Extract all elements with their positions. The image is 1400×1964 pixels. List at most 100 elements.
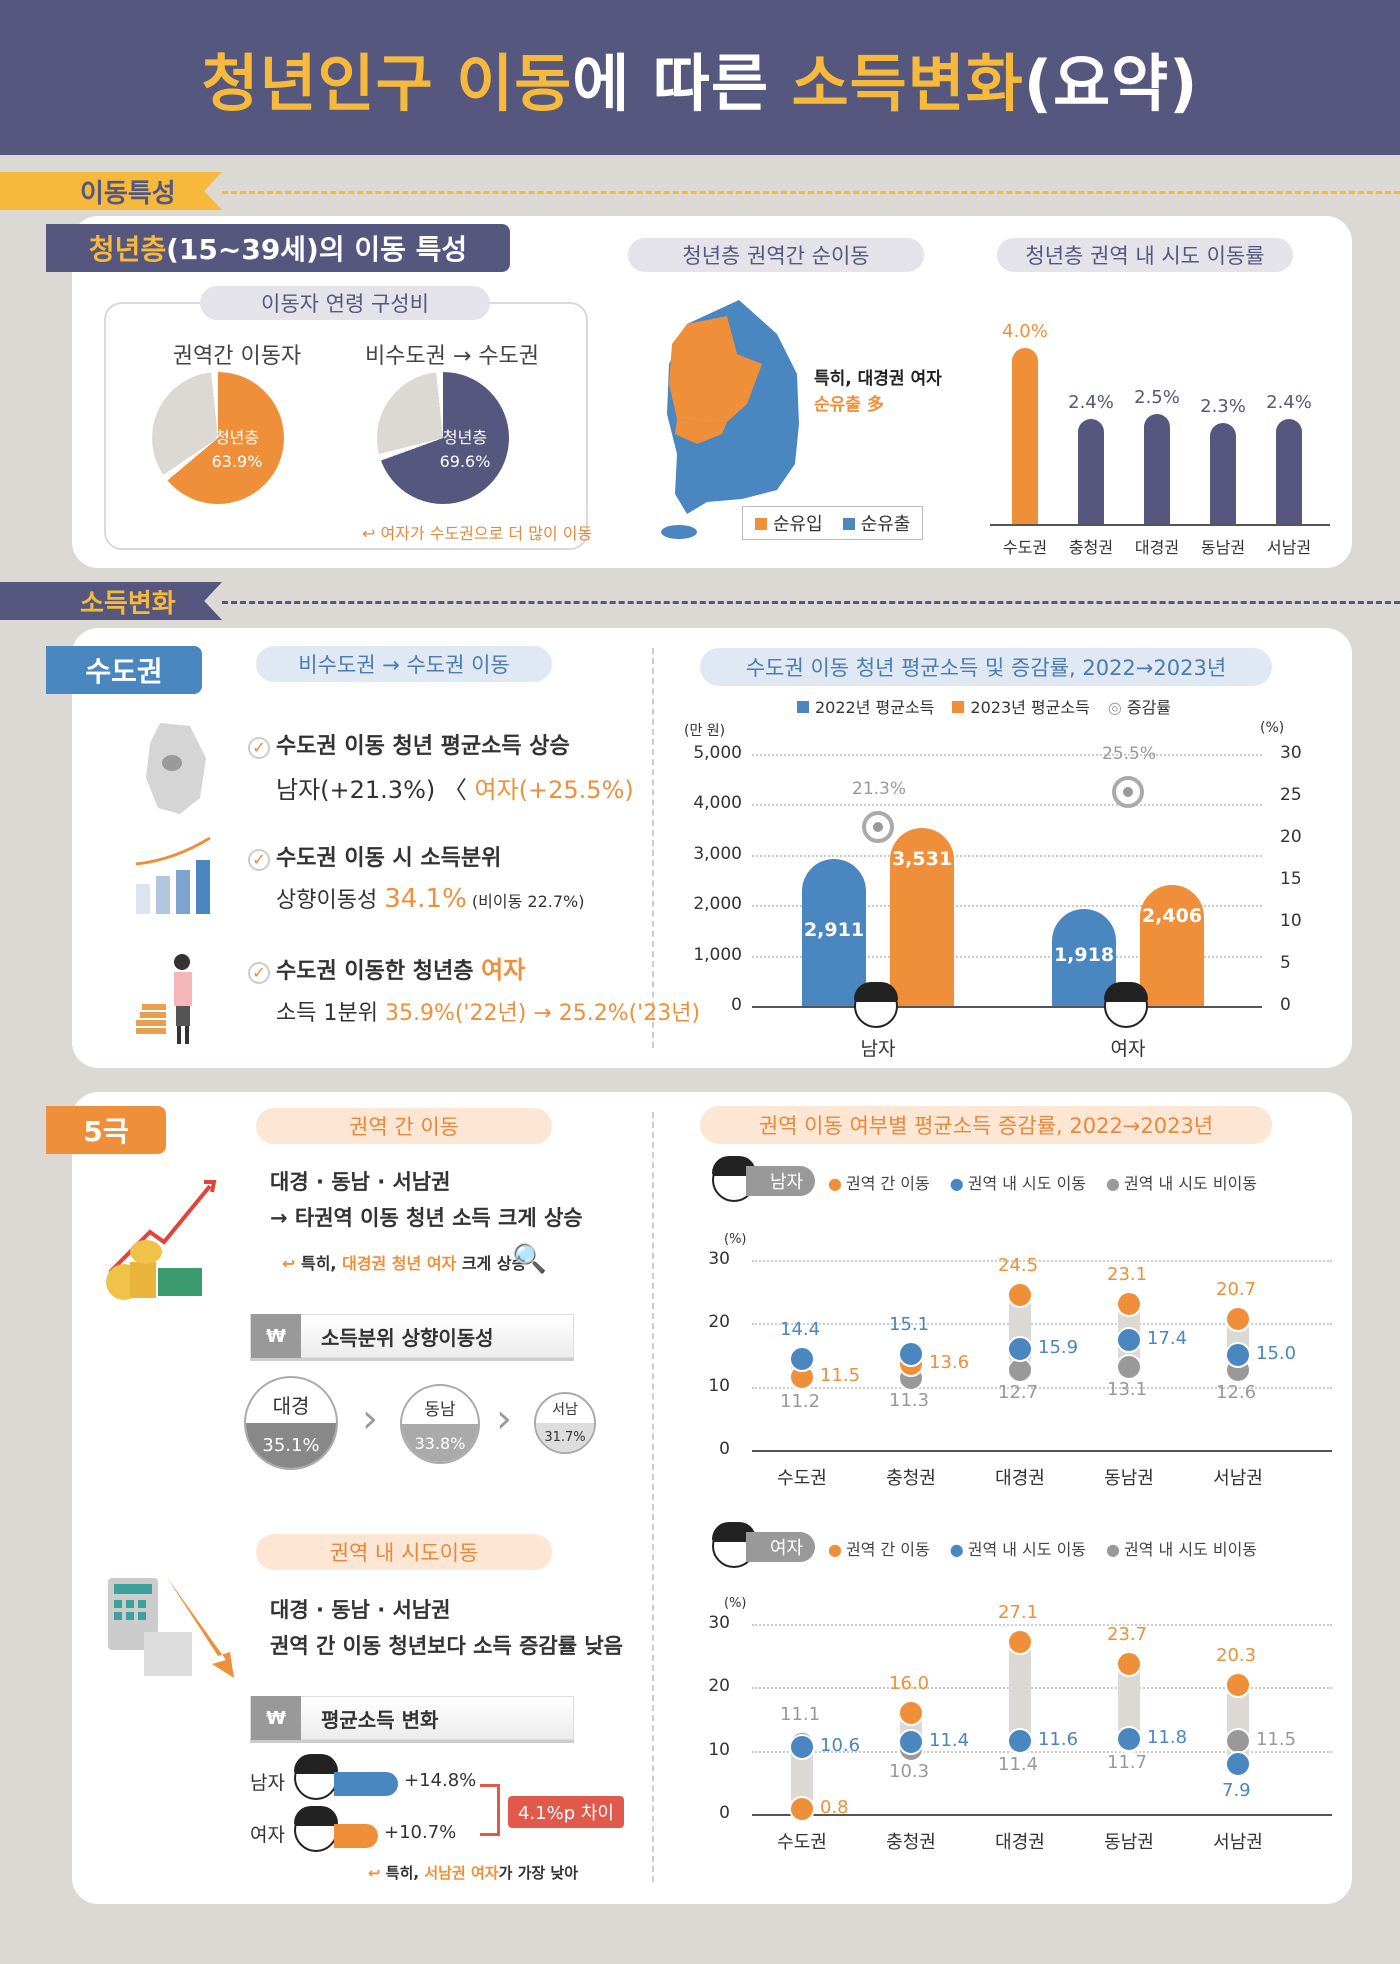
y-tick-right: 5 — [1280, 953, 1291, 973]
divider — [652, 1112, 654, 1882]
rate-bar — [1144, 414, 1170, 524]
data-label: 11.5 — [820, 1365, 861, 1387]
data-label: 10.6 — [820, 1734, 861, 1756]
gridline — [752, 1624, 1332, 1626]
legend-2023: 2023년 평균소득 — [952, 694, 1090, 718]
rate-value: 2.5% — [1134, 387, 1180, 409]
inter-line-1: 대경 · 동남 · 서남권 — [270, 1170, 451, 1194]
female-bar — [334, 1824, 378, 1848]
calculator-down-icon — [108, 1576, 234, 1678]
y-left-unit: (만 원) — [684, 723, 726, 739]
data-label: 15.9 — [1038, 1337, 1079, 1359]
female-chart-legend: 권역 간 이동권역 내 시도 이동권역 내 시도 비이동 — [828, 1536, 1257, 1560]
tag-highlight: 청년층 — [88, 233, 167, 266]
pie-left-label: 권역간 이동자 — [172, 344, 302, 369]
range-stem — [1009, 1642, 1031, 1742]
intra-rate-title: 청년층 권역 내 시도 이동률 — [997, 238, 1293, 272]
gridline — [752, 1687, 1332, 1690]
check-icon: ✓ — [248, 737, 270, 759]
dot-권역 내 시도 이동 — [1116, 1726, 1142, 1753]
female-face-icon — [294, 1806, 338, 1852]
korea-map — [661, 300, 799, 539]
y-tick: 1,000 — [693, 944, 742, 965]
dot-권역 내 시도 비이동 — [1225, 1728, 1251, 1755]
data-label: 7.9 — [1222, 1779, 1251, 1801]
divider — [222, 191, 1400, 194]
intra-rate-chart: 4.0% 수도권 2.4% 충청권 2.5% 대경권 2.3% 동남권 2.4% 서남권 — [990, 296, 1330, 557]
legend-inflow: 순유입 — [755, 510, 823, 536]
y-tick: 20 — [708, 1312, 730, 1333]
data-label: 20.3 — [1216, 1645, 1257, 1667]
male-label: 남자 — [250, 1772, 285, 1794]
gridline — [752, 1450, 1332, 1452]
divider — [222, 601, 1400, 604]
rate-value: 2.4% — [1068, 391, 1114, 413]
y-unit: (%) — [724, 1232, 747, 1247]
y-tick-right: 30 — [1280, 743, 1302, 763]
gridline — [752, 1386, 1332, 1389]
won-icon: ₩ — [251, 1696, 301, 1740]
y-tick: 0 — [731, 995, 742, 1015]
pie-right-value: 청년층 69.6% — [439, 428, 491, 471]
five-chart-title: 권역 이동 여부별 평균소득 증감률, 2022→2023년 — [700, 1106, 1272, 1144]
chevron-right-icon: › — [496, 1396, 512, 1442]
data-label: 11.3 — [889, 1390, 930, 1412]
data-label: 12.7 — [998, 1381, 1039, 1403]
data-label: 17.4 — [1147, 1327, 1188, 1349]
x-category: 서남권 — [1213, 1832, 1263, 1853]
check-icon: ✓ — [248, 849, 270, 871]
bar-2023: 2,406 — [1140, 884, 1204, 1006]
chevron-right-icon: › — [362, 1396, 378, 1442]
dot-권역 내 시도 이동 — [1007, 1336, 1033, 1363]
won-icon: ₩ — [251, 1314, 301, 1358]
income-change-subhead: ₩ 평균소득 변화 — [250, 1696, 574, 1740]
male-pill: 남자 — [746, 1166, 816, 1196]
data-label: 11.2 — [780, 1391, 821, 1413]
bar-2022: 2,911 — [802, 859, 866, 1006]
y-tick-right: 10 — [1280, 911, 1302, 931]
page-header: 청년인구 이동에 따른 소득변화(요약) — [0, 0, 1400, 155]
x-category: 여자 — [1110, 1038, 1146, 1060]
gridline — [752, 1260, 1332, 1262]
capital-map-icon — [146, 723, 206, 814]
range-stem — [1118, 1663, 1140, 1740]
data-label: 20.7 — [1216, 1278, 1257, 1300]
data-label: 10.3 — [889, 1760, 930, 1782]
rate-category: 동남권 — [1200, 538, 1246, 557]
pie-right-label: 비수도권 → 수도권 — [364, 344, 540, 369]
y-tick: 4,000 — [693, 793, 742, 814]
female-label: 여자 — [250, 1824, 285, 1846]
dot-권역 간 이동 — [1225, 1672, 1251, 1699]
face-icon — [854, 982, 898, 1028]
y-tick: 10 — [708, 1375, 730, 1396]
y-tick: 0 — [719, 1803, 730, 1823]
data-label: 11.7 — [1107, 1751, 1148, 1773]
pie-note: ↩ 여자가 수도권으로 더 많이 이동 — [362, 524, 593, 543]
dot-권역 내 시도 이동 — [1225, 1342, 1251, 1368]
gridline — [752, 1814, 1332, 1816]
inter-note: ↩ 특히, 대경권 청년 여자 크게 상승 — [282, 1254, 527, 1273]
dot-권역 내 시도 이동 — [1007, 1727, 1033, 1754]
y-tick: 3,000 — [693, 843, 742, 864]
rate-category: 충청권 — [1068, 538, 1114, 557]
gridline — [752, 905, 1262, 908]
y-tick-right: 20 — [1280, 827, 1302, 847]
dot-권역 간 이동 — [1007, 1281, 1033, 1308]
range-stem — [791, 1743, 813, 1809]
legend-rate: ◎ 증감률 — [1107, 698, 1172, 717]
rate-label: 21.3% — [852, 779, 907, 800]
map-note-1: 특히, 대경권 여자 — [814, 369, 942, 389]
y-tick: 5,000 — [693, 743, 742, 763]
magnifier-person-icon: 🔍 — [512, 1242, 547, 1275]
dot-권역 내 시도 이동 — [1225, 1750, 1251, 1777]
dot-권역 간 이동 — [1116, 1290, 1142, 1317]
x-category: 수도권 — [777, 1468, 827, 1489]
male-value: +14.8% — [404, 1770, 477, 1791]
x-category: 수도권 — [777, 1832, 827, 1853]
pie-left-value: 청년층 63.9% — [211, 428, 263, 471]
data-label: 11.1 — [780, 1703, 821, 1725]
gridline — [752, 1323, 1332, 1326]
intra-line-1: 대경 · 동남 · 서남권 — [270, 1598, 451, 1622]
rate-category: 대경권 — [1134, 538, 1180, 557]
male-dot-chart: 30 20 10 0 11.5 14.4 11.2 수도권 13.6 15.1 11.3 충청권 24.… — [692, 1249, 1352, 1489]
